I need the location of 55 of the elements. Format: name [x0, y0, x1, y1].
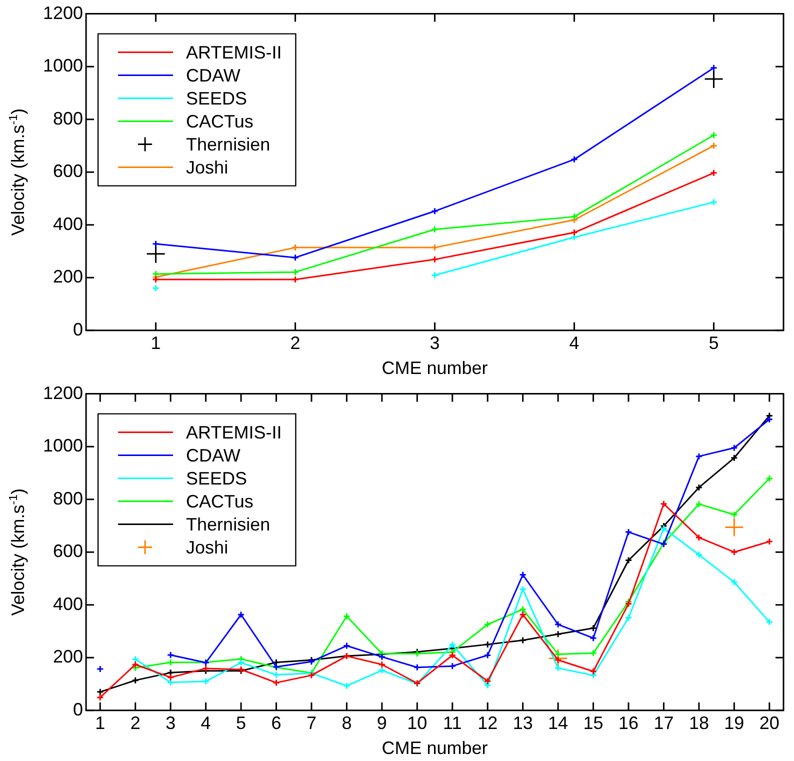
y-tick-label: 1000 — [42, 436, 84, 456]
legend-label: ARTEMIS-II — [186, 422, 282, 442]
x-tick-label: 15 — [583, 713, 604, 734]
y-axis-title: Velocity (km.s-1) — [6, 488, 28, 616]
x-tick-label: 1 — [150, 333, 161, 354]
x-tick-label: 13 — [512, 713, 533, 734]
x-tick-label: 3 — [166, 713, 176, 734]
x-tick-label: 14 — [548, 713, 568, 734]
x-tick-label: 11 — [443, 713, 462, 734]
x-tick-label: 19 — [724, 713, 744, 734]
y-tick-label: 400 — [52, 594, 84, 614]
x-tick-label: 1 — [95, 713, 106, 734]
y-tick-label: 1000 — [42, 56, 84, 76]
legend-label: CACTus — [186, 491, 254, 512]
x-tick-label: 6 — [271, 713, 282, 734]
y-tick-label: 1200 — [42, 382, 84, 403]
x-tick-label: 2 — [130, 713, 140, 734]
legend-label: Joshi — [186, 157, 228, 178]
x-tick-label: 12 — [478, 713, 498, 734]
y-tick-label: 1200 — [42, 2, 84, 23]
x-tick-label: 3 — [430, 333, 440, 354]
x-tick-label: 4 — [200, 713, 211, 734]
x-tick-label: 7 — [306, 713, 316, 734]
y-tick-label: 0 — [73, 699, 84, 720]
y-tick-label: 800 — [52, 488, 84, 508]
x-axis-title: CME number — [382, 358, 488, 378]
legend-label: SEEDS — [186, 88, 248, 108]
x-tick-label: 9 — [376, 713, 387, 734]
y-tick-label: 0 — [73, 319, 84, 340]
x-tick-label: 2 — [290, 333, 300, 354]
x-tick-label: 5 — [236, 713, 246, 734]
x-tick-label: 5 — [708, 333, 719, 354]
x-tick-label: 18 — [688, 713, 709, 734]
y-tick-label: 800 — [52, 108, 84, 128]
y-tick-label: 200 — [52, 266, 84, 287]
y-tick-label: 600 — [52, 161, 84, 182]
x-tick-label: 10 — [407, 713, 428, 734]
x-axis-title: CME number — [382, 738, 488, 758]
x-tick-label: 20 — [759, 713, 780, 734]
legend-label: CACTus — [186, 111, 254, 132]
x-tick-label: 16 — [618, 713, 639, 734]
x-tick-label: 17 — [654, 713, 674, 734]
y-tick-label: 600 — [52, 541, 84, 562]
legend-label: ARTEMIS-II — [186, 42, 282, 62]
x-tick-label: 8 — [342, 713, 352, 734]
legend-label: CDAW — [186, 445, 240, 466]
legend-label: Joshi — [186, 537, 228, 558]
legend-label: Thernisien — [186, 514, 270, 534]
y-tick-label: 400 — [52, 214, 84, 234]
legend-label: CDAW — [186, 65, 240, 86]
y-axis-title: Velocity (km.s-1) — [6, 108, 28, 236]
legend-label: SEEDS — [186, 468, 248, 488]
legend-label: Thernisien — [186, 134, 270, 154]
x-tick-label: 4 — [569, 333, 580, 354]
y-tick-label: 200 — [52, 646, 84, 667]
